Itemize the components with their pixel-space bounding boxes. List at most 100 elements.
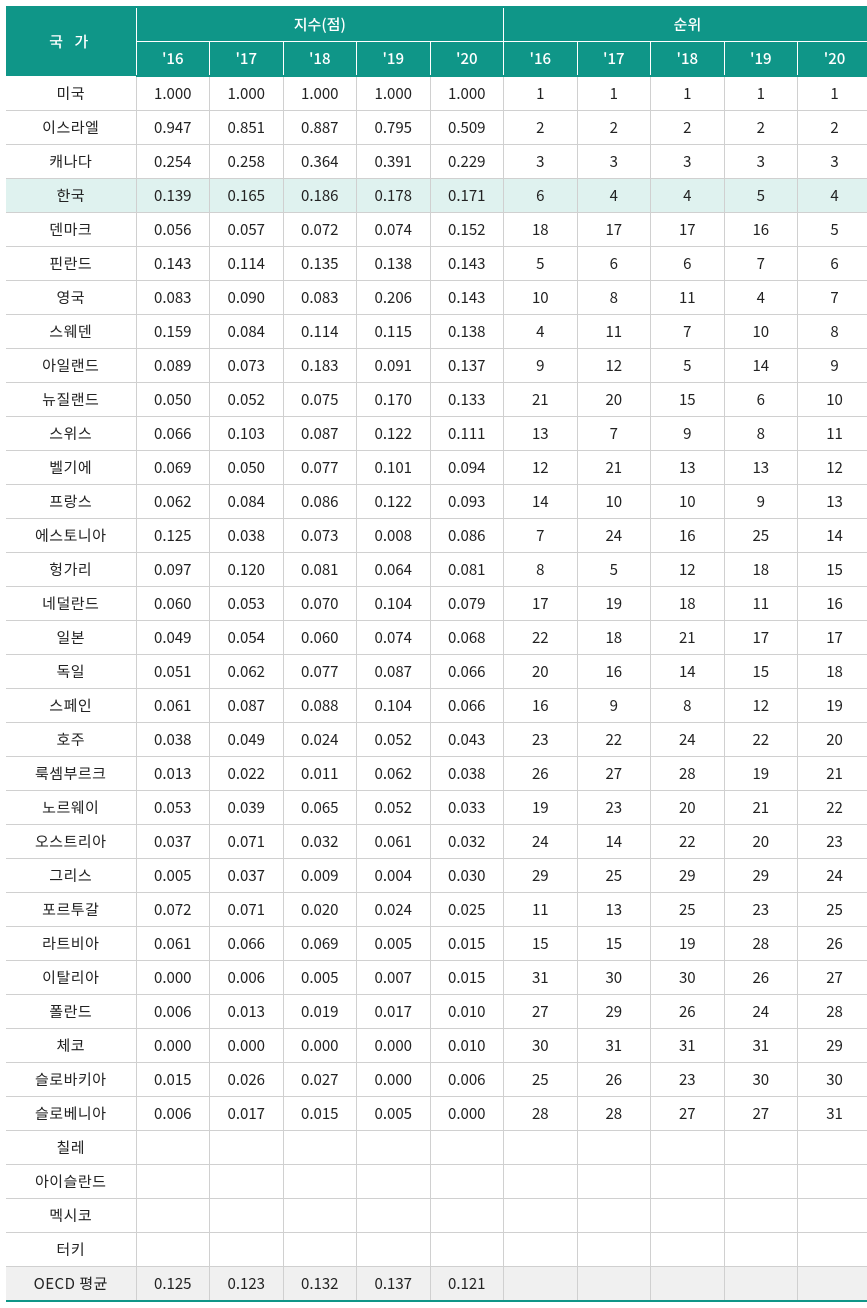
- cell-value: 0.074: [357, 621, 431, 655]
- cell-value: 0.053: [136, 791, 210, 825]
- cell-value: 0.183: [283, 349, 357, 383]
- cell-value: 30: [504, 1029, 578, 1063]
- cell-value: [724, 1165, 798, 1199]
- table-row: 폴란드0.0060.0130.0190.0170.0102729262428: [6, 995, 867, 1029]
- cell-value: 0.206: [357, 281, 431, 315]
- cell-value: 4: [504, 315, 578, 349]
- cell-value: 29: [724, 859, 798, 893]
- cell-value: 23: [651, 1063, 725, 1097]
- cell-value: 0.066: [136, 417, 210, 451]
- cell-value: [577, 1233, 651, 1267]
- table-row: 노르웨이0.0530.0390.0650.0520.0331923202122: [6, 791, 867, 825]
- cell-value: [504, 1233, 578, 1267]
- cell-value: 0.081: [283, 553, 357, 587]
- cell-value: 1: [504, 76, 578, 111]
- table-row: 호주0.0380.0490.0240.0520.0432322242220: [6, 723, 867, 757]
- table-row: 캐나다0.2540.2580.3640.3910.22933333: [6, 145, 867, 179]
- cell-value: 0.121: [430, 1267, 504, 1302]
- cell-value: 5: [504, 247, 578, 281]
- cell-value: 23: [504, 723, 578, 757]
- cell-value: 24: [577, 519, 651, 553]
- cell-value: 0.015: [283, 1097, 357, 1131]
- cell-value: 0.038: [210, 519, 284, 553]
- cell-value: 0.033: [430, 791, 504, 825]
- cell-value: 14: [798, 519, 867, 553]
- cell-value: 10: [577, 485, 651, 519]
- cell-value: 0.851: [210, 111, 284, 145]
- cell-value: 17: [798, 621, 867, 655]
- cell-country: 이탈리아: [6, 961, 136, 995]
- header-year: '19: [357, 42, 431, 77]
- cell-value: 0.025: [430, 893, 504, 927]
- cell-value: 22: [504, 621, 578, 655]
- cell-value: 11: [724, 587, 798, 621]
- cell-value: 0.137: [357, 1267, 431, 1302]
- cell-value: 14: [724, 349, 798, 383]
- table-row: 에스토니아0.1250.0380.0730.0080.086724162514: [6, 519, 867, 553]
- cell-value: 21: [798, 757, 867, 791]
- cell-value: 0.088: [283, 689, 357, 723]
- cell-value: 2: [577, 111, 651, 145]
- cell-country: 룩셈부르크: [6, 757, 136, 791]
- cell-value: [357, 1165, 431, 1199]
- cell-value: 9: [504, 349, 578, 383]
- cell-value: 0.032: [283, 825, 357, 859]
- table-row: 그리스0.0050.0370.0090.0040.0302925292924: [6, 859, 867, 893]
- cell-value: 6: [504, 179, 578, 213]
- cell-value: [577, 1131, 651, 1165]
- cell-value: 22: [577, 723, 651, 757]
- cell-value: 23: [798, 825, 867, 859]
- cell-value: 0.391: [357, 145, 431, 179]
- cell-value: 17: [504, 587, 578, 621]
- cell-value: 1.000: [357, 76, 431, 111]
- cell-value: 12: [504, 451, 578, 485]
- cell-value: 17: [724, 621, 798, 655]
- cell-value: 2: [798, 111, 867, 145]
- cell-value: 18: [504, 213, 578, 247]
- cell-value: 26: [724, 961, 798, 995]
- cell-value: 25: [798, 893, 867, 927]
- header-country: 국 가: [6, 7, 136, 76]
- cell-value: 20: [577, 383, 651, 417]
- cell-value: 9: [577, 689, 651, 723]
- table-row: 독일0.0510.0620.0770.0870.0662016141518: [6, 655, 867, 689]
- table-row: 체코0.0000.0000.0000.0000.0103031313129: [6, 1029, 867, 1063]
- cell-value: 0.086: [430, 519, 504, 553]
- cell-value: 0.000: [430, 1097, 504, 1131]
- cell-country: 슬로베니아: [6, 1097, 136, 1131]
- header-year: '16: [136, 42, 210, 77]
- cell-value: 0.065: [283, 791, 357, 825]
- cell-value: 30: [651, 961, 725, 995]
- cell-value: 22: [724, 723, 798, 757]
- table-row: 룩셈부르크0.0130.0220.0110.0620.0382627281921: [6, 757, 867, 791]
- cell-value: 0.064: [357, 553, 431, 587]
- cell-value: 24: [504, 825, 578, 859]
- cell-value: 0.000: [357, 1063, 431, 1097]
- cell-value: 0.005: [357, 1097, 431, 1131]
- cell-value: 0.026: [210, 1063, 284, 1097]
- cell-value: 6: [798, 247, 867, 281]
- cell-value: 10: [724, 315, 798, 349]
- cell-value: 0.032: [430, 825, 504, 859]
- cell-value: 0.066: [210, 927, 284, 961]
- cell-value: 0.081: [430, 553, 504, 587]
- cell-value: 8: [651, 689, 725, 723]
- header-index-group: 지수(점): [136, 7, 504, 42]
- cell-value: 8: [798, 315, 867, 349]
- cell-value: 4: [724, 281, 798, 315]
- cell-value: 0.135: [283, 247, 357, 281]
- cell-value: 12: [798, 451, 867, 485]
- cell-value: 0.114: [283, 315, 357, 349]
- table-row: 뉴질랜드0.0500.0520.0750.1700.133212015610: [6, 383, 867, 417]
- cell-value: 0.159: [136, 315, 210, 349]
- cell-value: 0.015: [430, 961, 504, 995]
- cell-value: 0.049: [210, 723, 284, 757]
- cell-value: 0.111: [430, 417, 504, 451]
- cell-value: 0.083: [136, 281, 210, 315]
- cell-value: 0.170: [357, 383, 431, 417]
- cell-value: 0.138: [430, 315, 504, 349]
- cell-value: 0.139: [136, 179, 210, 213]
- cell-value: 7: [504, 519, 578, 553]
- cell-value: 0.049: [136, 621, 210, 655]
- cell-value: 10: [504, 281, 578, 315]
